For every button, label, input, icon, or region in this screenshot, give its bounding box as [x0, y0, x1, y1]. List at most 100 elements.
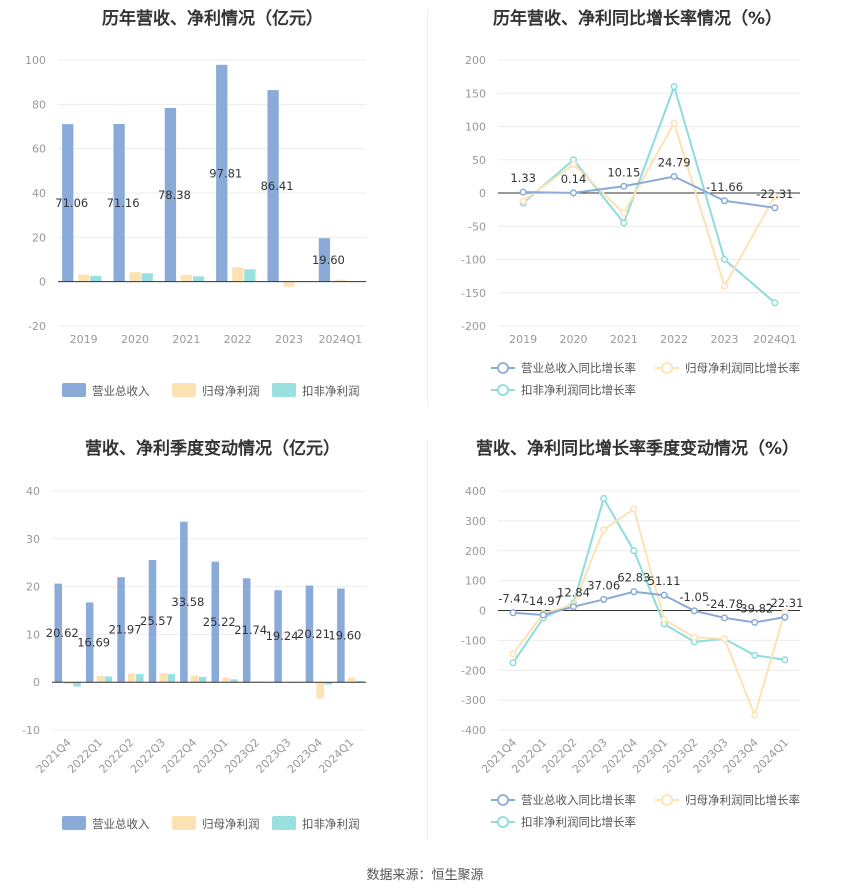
bar-net-profit — [283, 281, 295, 287]
data-point — [720, 282, 729, 290]
y-tick-label: -10 — [22, 724, 40, 737]
bar-net-profit — [96, 675, 105, 683]
data-point — [509, 659, 517, 667]
bar-net-profit — [129, 272, 141, 282]
growth-value-label: -24.78 — [706, 597, 743, 611]
y-tick-label: 100 — [465, 575, 486, 588]
legend-marker — [661, 794, 673, 806]
data-point — [751, 618, 759, 626]
legend-swatch — [62, 816, 86, 830]
growth-value-label: -39.82 — [736, 601, 773, 615]
bar-deducted-profit — [73, 682, 81, 687]
legend-label: 归母净利润同比增长率 — [685, 793, 800, 807]
bar-deducted-profit — [198, 676, 207, 683]
bar-deducted-profit — [136, 674, 144, 683]
data-point — [539, 611, 547, 619]
growth-value-label: 10.15 — [607, 165, 640, 179]
bar-revenue — [113, 123, 125, 282]
y-tick-label: 40 — [32, 187, 46, 200]
y-tick-label: 0 — [479, 187, 486, 200]
legend-swatch — [272, 816, 296, 830]
bar-revenue — [180, 521, 188, 683]
bar-revenue — [318, 238, 331, 282]
growth-value-label: -11.66 — [706, 180, 743, 194]
bar-revenue — [62, 124, 74, 282]
y-tick-label: 20 — [26, 581, 40, 594]
data-point — [630, 547, 638, 555]
revenue-value-label: 86.41 — [261, 179, 294, 193]
panel-divider — [427, 440, 428, 840]
bar-net-profit — [159, 673, 167, 683]
revenue-value-label: 78.38 — [158, 188, 191, 202]
y-tick-label: -400 — [461, 724, 486, 737]
panel-divider — [427, 10, 428, 405]
bar-revenue — [242, 578, 251, 683]
y-tick-label: -100 — [461, 634, 486, 647]
data-point — [620, 209, 628, 217]
data-point — [690, 633, 698, 641]
data-point — [519, 188, 527, 196]
legend-marker — [661, 362, 673, 374]
y-tick-label: 30 — [26, 533, 40, 546]
revenue-value-label: 71.06 — [55, 196, 88, 210]
y-tick-label: 200 — [465, 54, 486, 67]
bar-net-profit — [180, 275, 193, 282]
bar-revenue — [216, 64, 228, 282]
bar-revenue — [305, 585, 314, 683]
data-point — [620, 219, 628, 227]
legend-swatch — [272, 383, 296, 397]
bar-net-profit — [128, 673, 136, 683]
data-point — [569, 160, 578, 168]
y-tick-label: 400 — [465, 485, 486, 498]
x-tick-label: 2021 — [610, 333, 638, 346]
legend-label: 扣非净利润同比增长率 — [521, 383, 636, 397]
chart-svg: -400-300-200-10001002003004002021Q42022Q… — [461, 485, 803, 829]
data-point — [600, 526, 608, 534]
data-point — [751, 711, 759, 719]
bar-deducted-profit — [192, 276, 205, 282]
bar-net-profit — [78, 274, 90, 282]
quarterly-revenue-profit-chart: -10 0 10 20 30 40 2021Q4 2022Q1 2022Q2 2022Q3 2022… — [0, 430, 425, 860]
revenue-value-label: 71.16 — [107, 196, 140, 210]
legend-label: 营业总收入 — [92, 384, 150, 398]
bar-deducted-profit — [167, 674, 176, 683]
data-point — [720, 255, 729, 264]
growth-value-label: 1.33 — [510, 171, 536, 185]
data-point — [569, 603, 578, 611]
growth-value-label: 37.06 — [587, 578, 620, 592]
chart-title: 历年营收、净利情况（亿元） — [102, 9, 323, 29]
legend-swatch — [172, 383, 196, 397]
revenue-value-label: 21.97 — [109, 623, 142, 637]
legend-swatch — [62, 383, 86, 397]
legend-label: 扣非净利润同比增长率 — [521, 815, 636, 829]
line-net-profit-growth — [512, 507, 786, 719]
bar-net-profit — [316, 682, 324, 699]
line-revenue-growth — [523, 175, 775, 209]
bar-deducted-profit — [230, 679, 238, 683]
chart-svg: -100102030402021Q42022Q12022Q22022Q32022… — [22, 485, 366, 831]
x-tick-label: 2019 — [70, 333, 98, 346]
data-point — [720, 197, 729, 205]
growth-value-label: 12.84 — [557, 586, 590, 600]
chart-svg: -200 -150 -100 -50 0 50 100 150 200 2019 2020 2021 2… — [461, 54, 800, 397]
data-point — [519, 197, 527, 205]
x-tick-label: 2020 — [560, 333, 588, 346]
bar-net-profit — [347, 677, 356, 683]
data-point — [670, 119, 678, 127]
y-tick-label: -150 — [461, 287, 486, 300]
line-revenue-growth — [513, 590, 786, 624]
growth-value-label: -1.05 — [679, 590, 709, 604]
bar-revenue — [211, 561, 220, 683]
data-point — [690, 607, 698, 615]
legend-label: 扣非净利润 — [302, 384, 360, 398]
bar-revenue — [337, 588, 345, 683]
data-point — [771, 204, 779, 212]
x-tick-label: 2021 — [172, 333, 200, 346]
legend-label: 归母净利润同比增长率 — [685, 361, 800, 375]
legend-swatch — [172, 816, 196, 830]
revenue-value-label: 21.74 — [234, 623, 267, 637]
growth-value-label: 62.83 — [617, 571, 650, 585]
data-point — [751, 651, 759, 659]
x-tick-label: 2024Q1 — [753, 333, 797, 346]
revenue-value-label: 97.81 — [209, 166, 242, 180]
